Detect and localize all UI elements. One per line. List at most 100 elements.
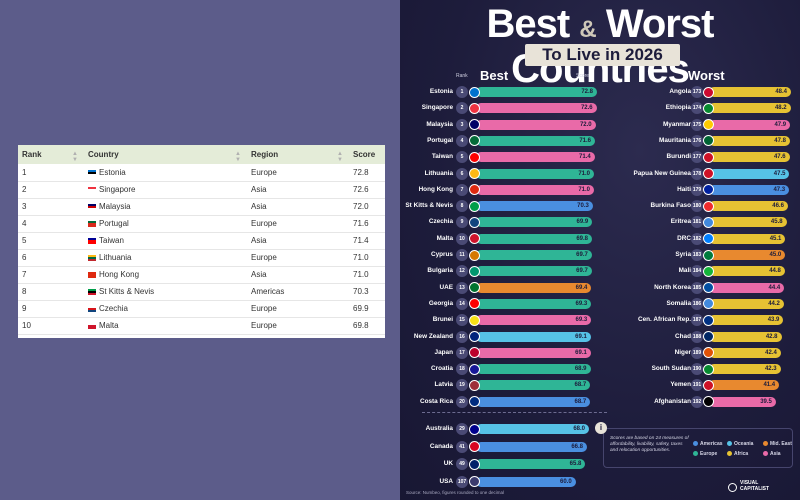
flag-icon — [469, 441, 480, 452]
country-table-panel: Rank ▲ ▼ Country ▲ ▼ Region ▲ ▼ Score 1 Estonia… — [18, 145, 385, 338]
rank-badge: 3 — [456, 118, 468, 131]
worst-score-bar: 44.2 — [709, 298, 784, 309]
rank-badge: 17 — [456, 346, 468, 359]
column-header-country-label: Country — [88, 150, 119, 159]
table-row[interactable]: 3 Malaysia Asia 72.0 — [18, 198, 385, 216]
score-value: 68.9 — [574, 366, 587, 373]
region-cell: Europe — [247, 164, 349, 182]
flag-icon — [703, 249, 714, 261]
best-score-bar: 72.8 — [476, 87, 597, 97]
country-name: Hong Kong — [418, 185, 453, 193]
other-score-bar: 65.8 — [476, 459, 586, 469]
column-header-rank-label: Rank — [22, 150, 42, 159]
sort-icon[interactable]: ▲ ▼ — [235, 151, 241, 163]
worst-score-bar: 42.4 — [709, 347, 781, 358]
table-row[interactable]: 10 Malta Europe 69.8 — [18, 317, 385, 335]
country-name: Japan — [434, 348, 453, 356]
table-row[interactable]: 9 Czechia Europe 69.9 — [18, 300, 385, 318]
country-name: USA — [439, 477, 454, 485]
sort-icon[interactable]: ▲ ▼ — [72, 151, 78, 163]
country-name: Myanmar — [662, 120, 691, 128]
country-label: Ethiopia — [400, 102, 691, 114]
score-value: 47.5 — [773, 170, 786, 177]
legend-label: Mid. East — [770, 441, 792, 447]
country-label: Somalia — [400, 298, 691, 310]
legend-item: Mid. East — [763, 441, 792, 447]
country-name: St Kitts & Nevis — [405, 202, 453, 210]
sort-icon[interactable]: ▲ ▼ — [337, 151, 343, 163]
country-name: New Zealand — [413, 332, 453, 340]
rank-badge: 8 — [456, 200, 468, 213]
table-row[interactable]: 2 Singapore Asia 72.6 — [18, 181, 385, 199]
country-name: Portugal — [99, 219, 129, 228]
score-value: 69.4 — [575, 284, 588, 291]
score-cell: 69.8 — [349, 317, 385, 335]
score-value: 71.4 — [578, 154, 591, 161]
country-label: Malta — [400, 233, 453, 245]
country-name: Malta — [99, 321, 119, 330]
country-name: Malaysia — [426, 120, 453, 128]
rank-cell: 3 — [18, 198, 84, 216]
score-column-header: Score — [576, 73, 590, 79]
table-row[interactable]: 8 St Kitts & Nevis Americas 70.3 — [18, 283, 385, 301]
rank-cell: 2 — [18, 181, 84, 199]
rank-badge: 16 — [456, 330, 468, 343]
rank-badge: 107 — [456, 475, 468, 488]
table-row[interactable]: 7 Hong Kong Asia 71.0 — [18, 266, 385, 284]
flag-icon — [469, 233, 480, 245]
legend-label: Asia — [770, 451, 781, 457]
score-value: 69.7 — [576, 268, 588, 275]
legend-dot — [727, 441, 732, 447]
flag-icon — [703, 135, 714, 147]
flag-icon — [469, 265, 480, 277]
country-label: Niger — [400, 347, 691, 359]
table-row[interactable]: 1 Estonia Europe 72.8 — [18, 164, 385, 182]
score-value: 42.8 — [765, 333, 778, 340]
rank-cell: 7 — [18, 266, 84, 284]
column-header-score-label: Score — [353, 150, 376, 159]
column-header-region[interactable]: Region ▲ ▼ — [247, 145, 349, 164]
rank-badge: 179 — [691, 183, 703, 196]
brand-line-2: CAPITALIST — [740, 486, 770, 492]
score-value: 72.8 — [581, 89, 593, 95]
country-label: Latvia — [400, 379, 453, 391]
country-name: Brunei — [432, 316, 453, 324]
country-name: DRC — [677, 234, 691, 242]
rank-cell: 6 — [18, 249, 84, 267]
score-value: 71.0 — [578, 170, 590, 177]
column-header-country[interactable]: Country ▲ ▼ — [84, 145, 247, 164]
country-name: Croatia — [430, 365, 453, 373]
rank-badge: 176 — [691, 134, 703, 147]
worst-score-bar: 45.1 — [709, 233, 786, 244]
country-label: Hong Kong — [400, 184, 453, 196]
country-name: Taiwan — [99, 236, 124, 245]
score-value: 47.3 — [773, 186, 786, 193]
score-value: 47.6 — [773, 154, 786, 161]
table-row[interactable]: 6 Lithuania Europe 71.0 — [18, 249, 385, 267]
other-score-bar: 60.0 — [476, 476, 576, 487]
flag-icon — [703, 86, 714, 98]
country-name: Lithuania — [424, 169, 453, 177]
table-row[interactable]: 5 Taiwan Asia 71.4 — [18, 232, 385, 250]
best-score-bar: 69.1 — [476, 347, 591, 358]
rank-badge: 4 — [456, 134, 468, 147]
rank-cell: 4 — [18, 215, 84, 233]
best-score-bar: 71.0 — [476, 184, 594, 195]
score-value: 72.6 — [580, 105, 593, 112]
title-ampersand: & — [579, 16, 596, 43]
region-cell: Asia — [247, 181, 349, 199]
table-row[interactable]: 4 Portugal Europe 71.6 — [18, 215, 385, 233]
rank-badge: 1 — [456, 86, 468, 98]
column-header-rank[interactable]: Rank ▲ ▼ — [18, 145, 84, 164]
score-value: 44.2 — [768, 300, 780, 307]
legend-label: Africa — [734, 451, 749, 457]
flag-icon — [703, 314, 714, 326]
country-name: Papua New Guinea — [633, 169, 691, 177]
flag-icon — [703, 168, 714, 179]
country-cell: St Kitts & Nevis — [84, 283, 247, 301]
column-header-score[interactable]: Score — [349, 145, 385, 164]
worst-score-bar: 45.0 — [709, 250, 786, 260]
infographic-subtitle: To Live in 2026 — [525, 44, 680, 66]
country-label: Burkina Faso — [400, 200, 692, 212]
country-cell: Estonia — [84, 164, 247, 182]
